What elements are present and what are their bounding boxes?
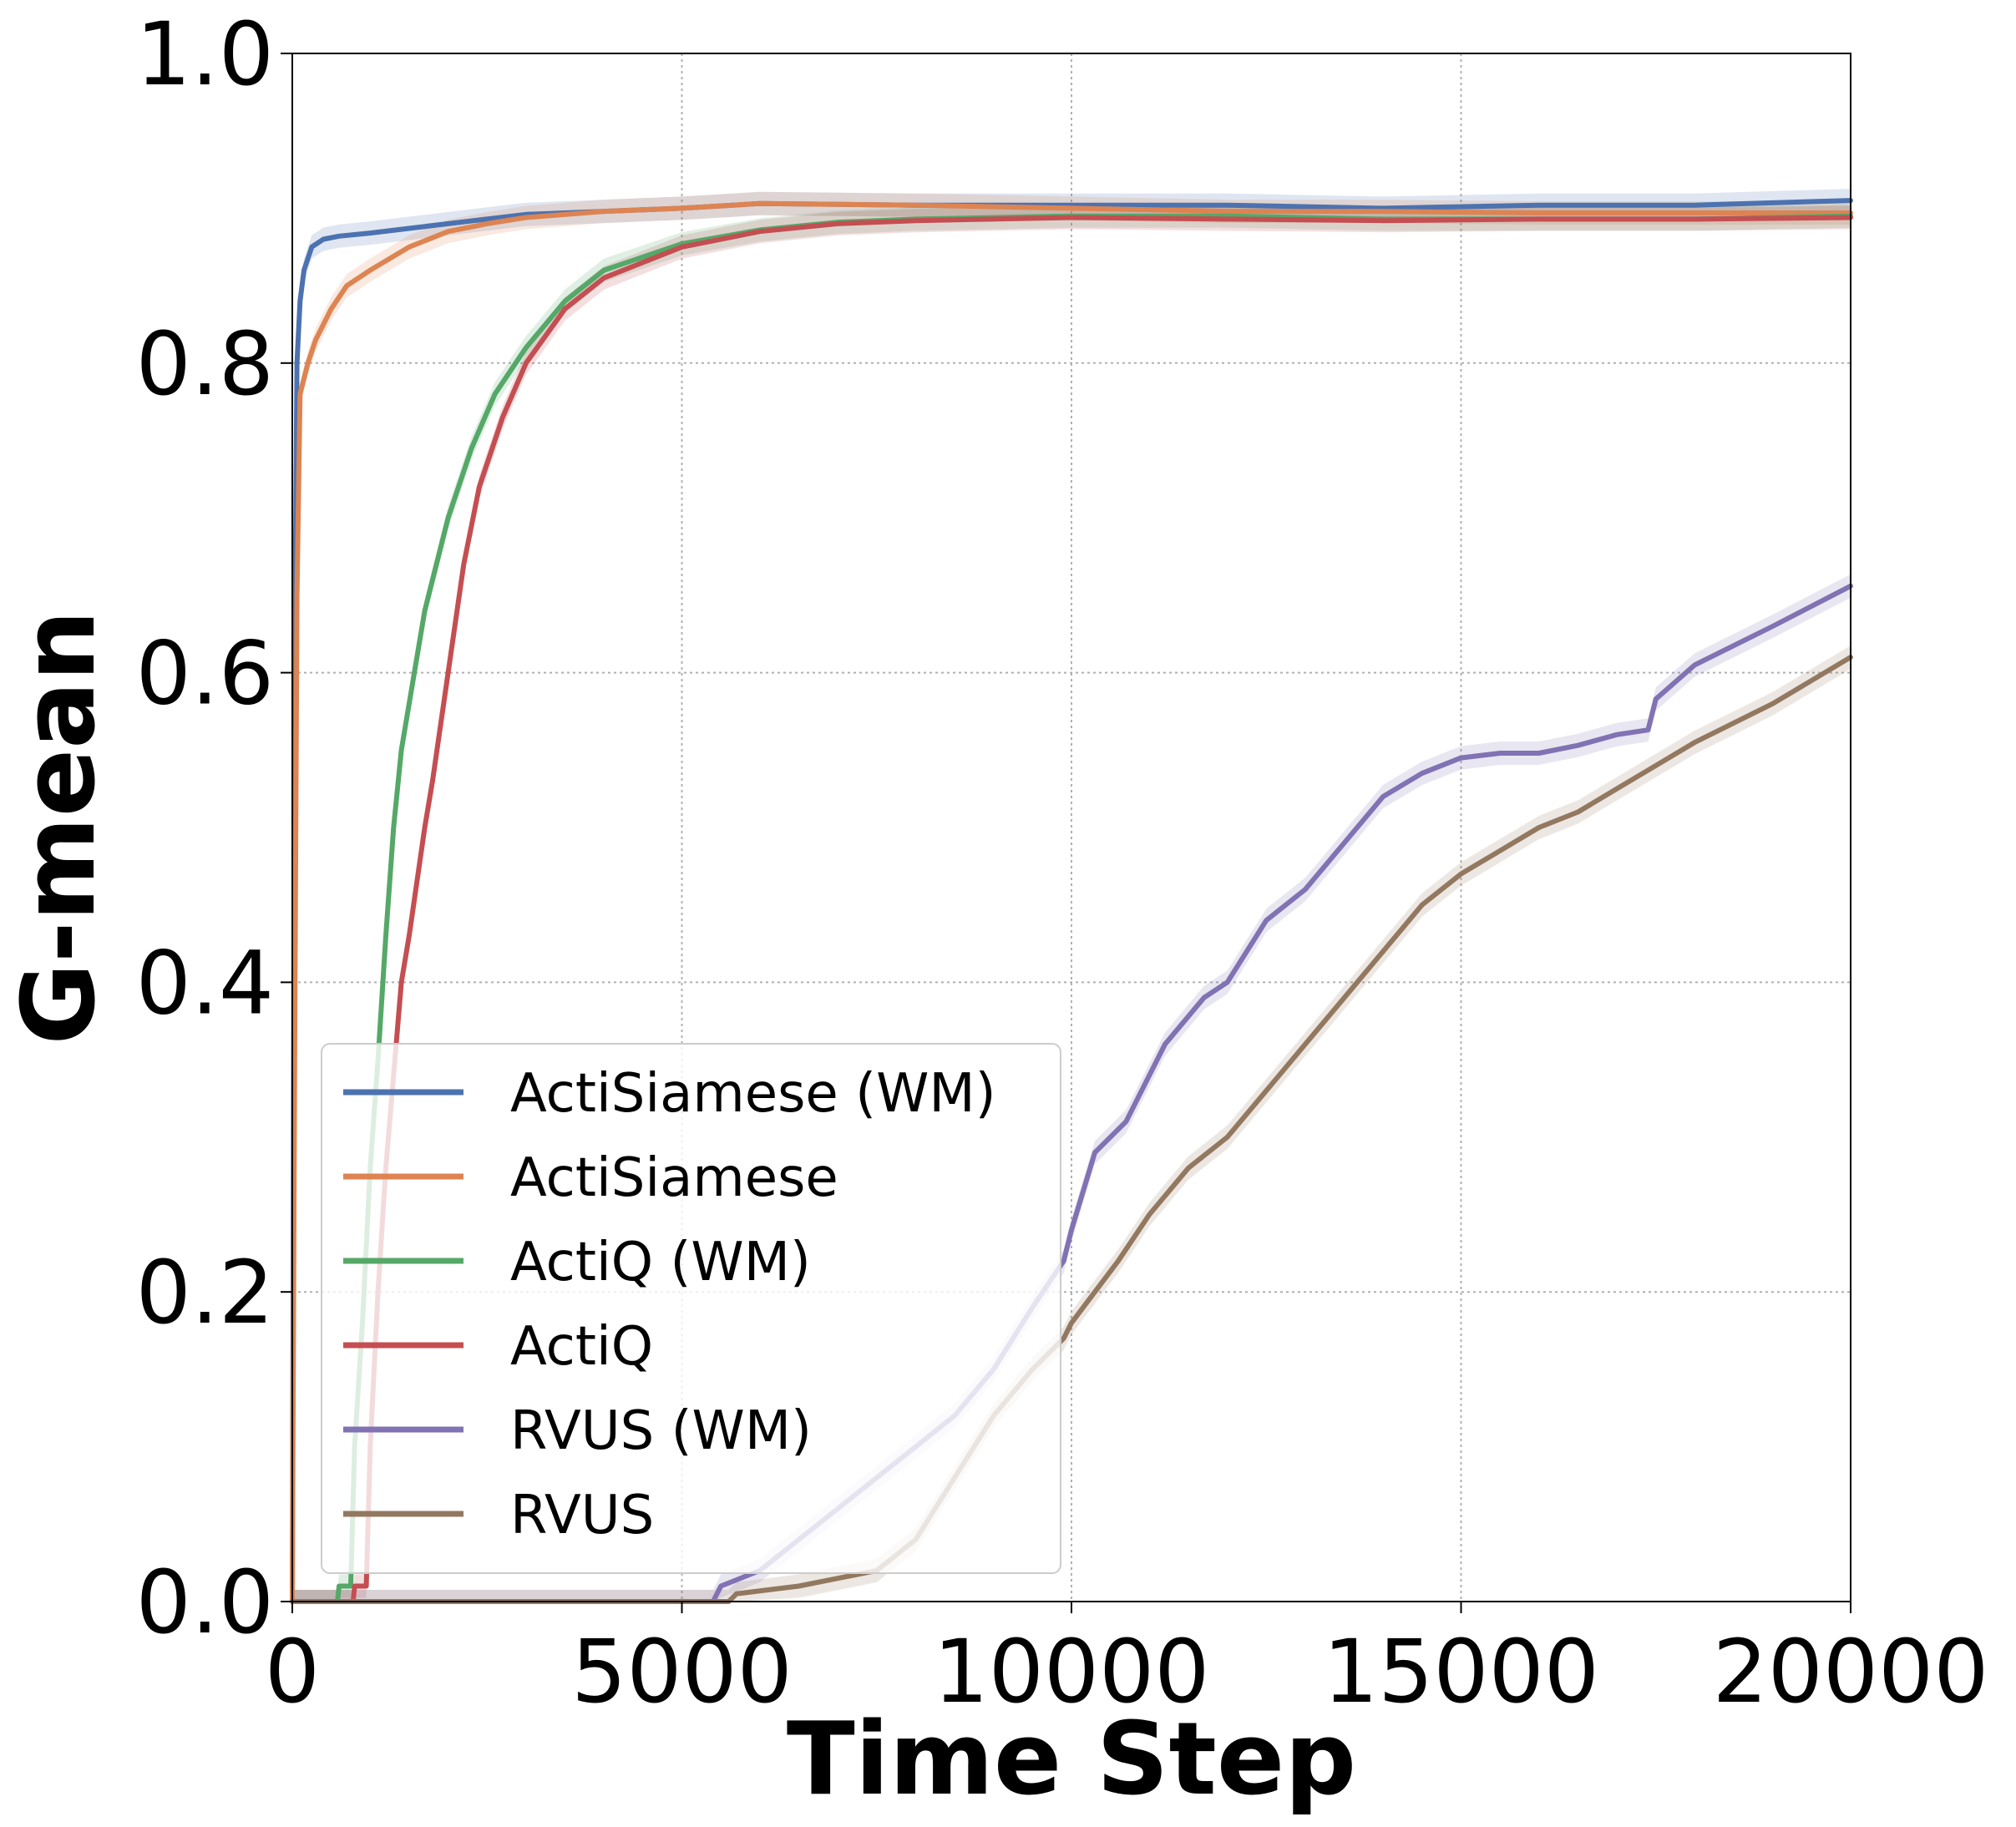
legend-label: RVUS (510, 1485, 654, 1546)
x-axis-title: Time Step (787, 1702, 1356, 1818)
confidence-band (292, 645, 1851, 1602)
y-tick-label: 0.4 (136, 932, 274, 1034)
legend-box (321, 1043, 1061, 1574)
axis-ticks: 0 5000 10000 15000 20000 0.0 0.2 0.4 0.6 0.8 1.0 (136, 3, 1989, 1723)
legend-label: ActiSiamese (WM) (510, 1063, 996, 1125)
x-tick-label: 0 (265, 1621, 320, 1723)
x-tick-label: 15000 (1323, 1621, 1599, 1723)
y-tick-label: 0.6 (136, 623, 274, 725)
legend: ActiSiamese (WM) ActiSiamese ActiQ (WM) Act… (321, 1043, 1061, 1574)
y-tick-label: 1.0 (136, 3, 274, 105)
x-tick-label: 10000 (934, 1621, 1210, 1723)
series-line (290, 200, 1853, 1604)
y-tick-label: 0.8 (136, 313, 274, 415)
y-tick-label: 0.2 (136, 1242, 274, 1344)
legend-label: ActiSiamese (510, 1147, 838, 1209)
legend-label: ActiQ (510, 1316, 653, 1378)
x-tick-label: 20000 (1713, 1621, 1989, 1723)
y-axis-title: G-mean (2, 610, 118, 1045)
x-tick-label: 5000 (571, 1621, 793, 1723)
series-line (290, 198, 1853, 1604)
legend-label: ActiQ (WM) (510, 1232, 811, 1293)
legend-label: RVUS (WM) (510, 1400, 812, 1462)
confidence-bands (292, 189, 1851, 1602)
y-tick-label: 0.0 (136, 1551, 274, 1653)
